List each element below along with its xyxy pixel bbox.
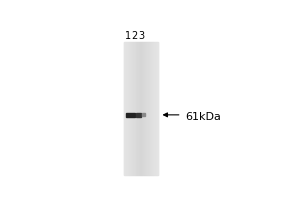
Bar [124,42,125,175]
Bar [137,42,138,175]
Bar [153,42,154,175]
Text: 1: 1 [124,31,131,41]
Bar [148,42,149,175]
Bar [151,42,152,175]
Bar [136,113,141,117]
Bar [126,42,127,175]
Bar [131,42,132,175]
Bar [149,42,150,175]
Bar [128,42,129,175]
Text: 3: 3 [138,31,144,41]
Bar [142,113,145,116]
Bar [133,42,134,175]
Bar [152,42,153,175]
Bar [140,42,141,175]
Bar [129,42,130,175]
Bar [145,42,146,175]
Bar [132,42,133,175]
Bar [157,42,158,175]
Bar [144,42,145,175]
Bar [147,42,148,175]
Text: 61kDa: 61kDa [185,112,221,122]
Text: 2: 2 [131,31,137,41]
Bar [150,42,151,175]
Bar [156,42,157,175]
Bar [143,42,144,175]
Bar [155,42,156,175]
Bar [125,42,126,175]
Bar [136,42,137,175]
Bar [127,42,128,175]
Bar [141,42,142,175]
Bar [146,42,147,175]
Bar [126,113,135,117]
Bar [142,42,143,175]
Bar [130,42,131,175]
Bar [139,42,140,175]
Bar [138,42,139,175]
Bar [154,42,155,175]
Bar [134,42,135,175]
Bar [135,42,136,175]
